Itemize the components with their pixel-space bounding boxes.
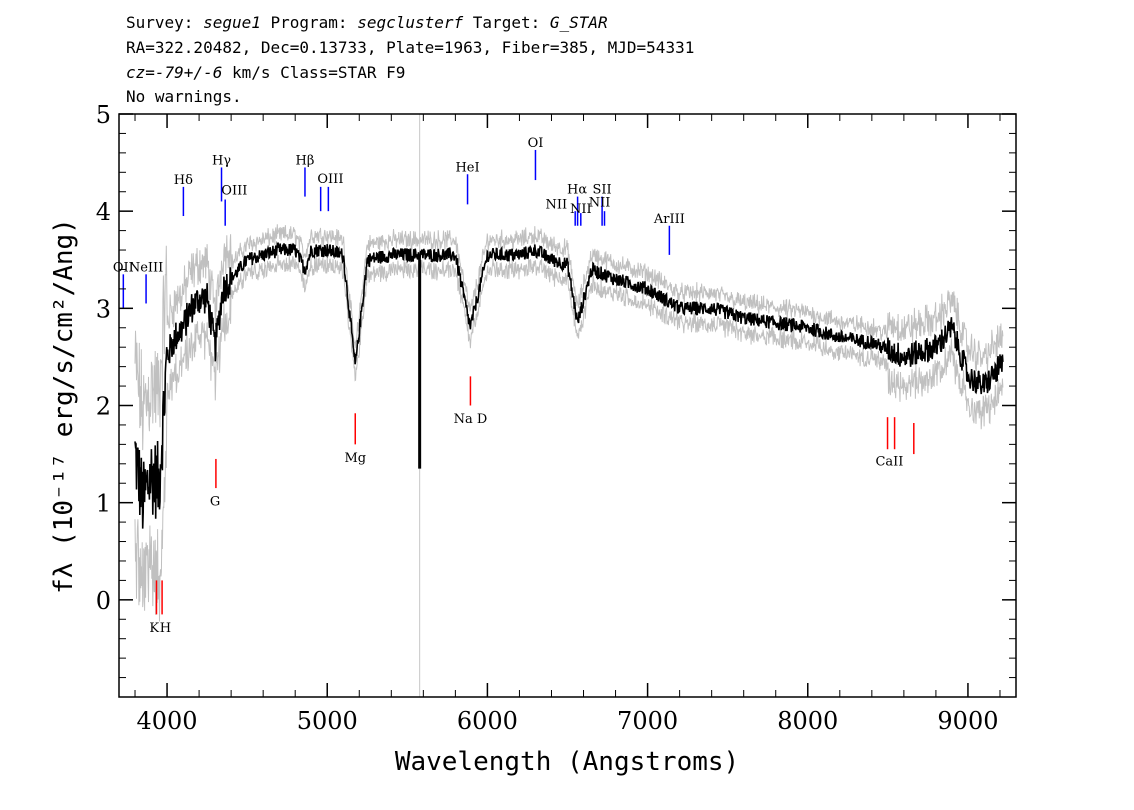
x-tick-label-4: 8000	[777, 707, 838, 735]
x-axis-label: Wavelength (Angstroms)	[395, 747, 739, 777]
error-lower	[134, 254, 1004, 622]
x-tick-label-3: 7000	[617, 707, 678, 735]
emission-label-15: ArIII	[653, 212, 685, 227]
emission-label-14: NII	[589, 195, 611, 210]
header-line-4: No warnings.	[126, 87, 242, 106]
survey-name: segue1	[203, 13, 261, 32]
emission-label-12: NII	[570, 202, 592, 217]
emission-label-0: OII	[113, 260, 134, 275]
emission-label-4: OIII	[221, 184, 247, 199]
emission-label-9: OI	[528, 136, 544, 151]
absorption-label-5: CaII	[875, 455, 903, 470]
redshift-value: cz=-79+/-6	[126, 63, 222, 82]
y-axis-label: fλ (10⁻¹⁷ erg/s/cm²/Ang)	[49, 218, 79, 594]
plot-frame	[118, 113, 1017, 698]
absorption-label-0: K	[149, 621, 159, 636]
y-tick-label-0: 0	[96, 587, 111, 615]
y-tick-label-4: 4	[96, 198, 111, 226]
absorption-label-3: Mg	[344, 451, 366, 466]
emission-label-10: NII	[545, 197, 567, 212]
emission-label-11: Hα	[567, 183, 587, 198]
header-line-2: RA=322.20482, Dec=0.13733, Plate=1963, F…	[126, 38, 694, 57]
header: Survey: segue1 Program: segclusterf Targ…	[126, 13, 694, 106]
header-line-1: Survey: segue1 Program: segclusterf Targ…	[126, 13, 608, 32]
x-tick-label-5: 9000	[937, 707, 998, 735]
emission-label-1: NeIII	[129, 260, 163, 275]
plot-area: OIINeIIIHδHγOIIIHβOIIIHeIOINIIHαNIISIINI…	[96, 101, 1017, 735]
y-tick-label-5: 5	[96, 101, 111, 129]
absorption-label-1: H	[160, 621, 171, 636]
x-tick-label-2: 6000	[457, 707, 518, 735]
y-tick-label-3: 3	[96, 295, 111, 323]
y-tick-label-1: 1	[96, 490, 111, 518]
absorption-label-2: G	[210, 495, 220, 510]
emission-label-5: Hβ	[296, 154, 315, 169]
emission-label-3: Hγ	[212, 154, 231, 169]
tick-labels: 4000 5000 6000 7000 8000 9000 0 1 2 3 4 5	[96, 101, 999, 735]
emission-label-13: SII	[593, 183, 612, 198]
flux-layer	[134, 241, 1004, 529]
x-tick-label-0: 4000	[137, 707, 198, 735]
emission-label-2: Hδ	[174, 173, 193, 188]
error-band	[134, 224, 1004, 622]
header-line-3: cz=-79+/-6 km/s Class=STAR F9	[126, 63, 405, 82]
absorption-label-4: Na D	[454, 412, 488, 427]
target-name: G_STAR	[550, 13, 608, 32]
y-tick-label-2: 2	[96, 393, 111, 421]
emission-label-8: HeI	[455, 160, 479, 175]
emission-label-6: OIII	[317, 172, 343, 187]
program-name: segclusterf	[357, 13, 463, 32]
axis-ticks	[119, 113, 1016, 697]
spectral-lines: OIINeIIIHδHγOIIIHβOIIIHeIOINIIHαNIISIINI…	[113, 136, 915, 636]
error-upper	[134, 224, 1004, 451]
flux-series	[134, 241, 1004, 529]
x-tick-label-1: 5000	[297, 707, 358, 735]
